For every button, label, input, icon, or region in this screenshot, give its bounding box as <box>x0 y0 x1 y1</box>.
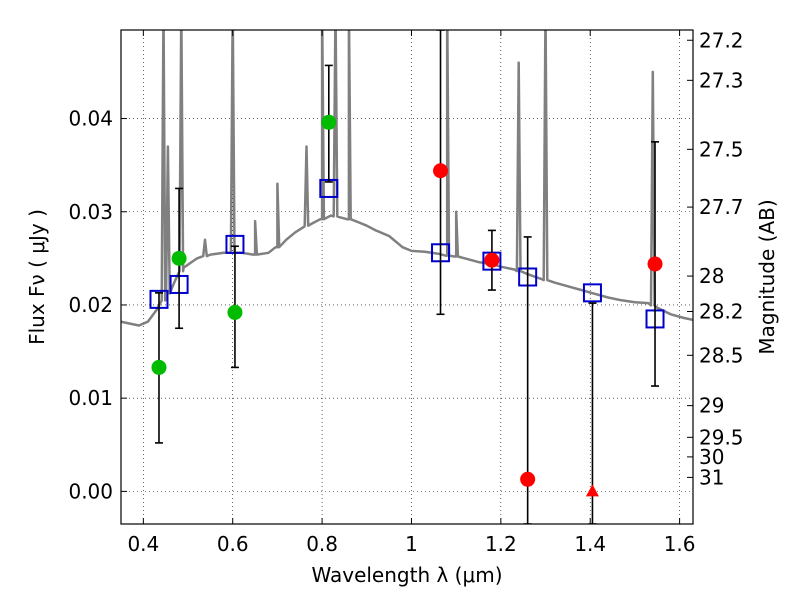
y2-tick-label: 27.5 <box>699 137 744 161</box>
y2-tick-label: 30 <box>699 445 724 469</box>
plot-area <box>121 30 693 524</box>
photometry-circle-marker <box>171 250 187 266</box>
y2-tick-label: 27.3 <box>699 68 744 92</box>
y2-tick-label: 28.2 <box>699 299 744 323</box>
y2-tick-label: 29 <box>699 394 724 418</box>
y-tick-label: 0.02 <box>68 293 113 317</box>
x-tick-label: 1.4 <box>574 532 606 556</box>
y-tick-label: 0.04 <box>68 107 113 131</box>
photometry-circle-marker <box>151 359 167 375</box>
x-tick-label: 0.4 <box>127 532 159 556</box>
photometry-circle-marker <box>647 256 663 272</box>
x-axis-label: Wavelength λ (μm) <box>311 563 502 587</box>
y-tick-label: 0.03 <box>68 200 113 224</box>
photometry-circle-marker <box>321 114 337 130</box>
photometry-circle-marker <box>227 304 243 320</box>
x-tick-label: 0.6 <box>217 532 249 556</box>
photometry-circle-marker <box>433 163 449 179</box>
plot-frame <box>120 29 694 525</box>
y2-tick-label: 31 <box>699 465 724 489</box>
photometry-square-marker <box>582 283 602 303</box>
y-tick-label: 0.00 <box>68 479 113 503</box>
x-tick-label: 0.8 <box>306 532 338 556</box>
x-tick-label: 1.6 <box>664 532 696 556</box>
right-axis-label: Magnitude (AB) <box>755 199 779 354</box>
grid <box>121 30 693 524</box>
y2-tick-label: 28.5 <box>699 343 744 367</box>
model-spectrum-line <box>121 30 693 327</box>
y-tick-label: 0.01 <box>68 386 113 410</box>
y2-tick-label: 29.5 <box>699 425 744 449</box>
axes: 0.4 0.6 0.8 1 1.2 1.4 1.6 0.00 0.01 0.02 0.03 0.04 2… <box>68 28 743 556</box>
upper-limit-triangle-marker <box>585 484 599 497</box>
y2-tick-label: 27.2 <box>699 28 744 52</box>
y2-tick-label: 27.7 <box>699 195 744 219</box>
x-tick-label: 1.2 <box>485 532 517 556</box>
photometry-circle-marker <box>520 471 536 487</box>
y2-tick-label: 28 <box>699 264 724 288</box>
y-axis-label: Flux Fν ( μJy ) <box>25 209 49 345</box>
photometry-circle-marker <box>484 252 500 268</box>
x-tick-label: 1 <box>405 532 418 556</box>
